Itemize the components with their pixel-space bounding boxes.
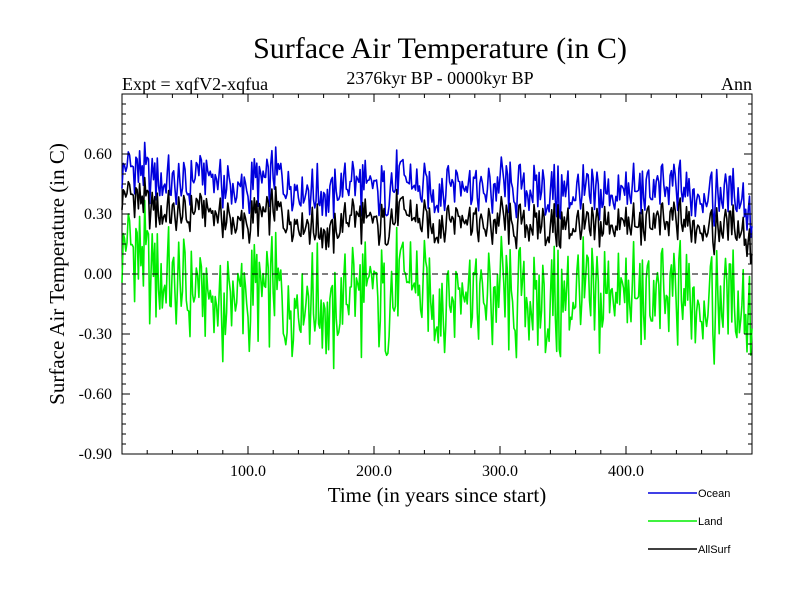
chart-subtitle: 2376kyr BP - 0000kyr BP bbox=[346, 68, 533, 88]
x-tick-label: 200.0 bbox=[356, 463, 392, 480]
experiment-label: Expt = xqfV2-xqfua bbox=[122, 74, 268, 94]
y-tick-label: -0.30 bbox=[79, 326, 112, 343]
chart-title: Surface Air Temperature (in C) bbox=[253, 32, 627, 65]
y-tick-label: -0.60 bbox=[79, 386, 112, 403]
y-tick-label: -0.90 bbox=[79, 446, 112, 463]
season-label: Ann bbox=[721, 74, 752, 94]
x-tick-label: 400.0 bbox=[608, 463, 644, 480]
y-tick-label: 0.30 bbox=[84, 206, 112, 223]
legend: Ocean Land AllSurf bbox=[648, 488, 731, 556]
x-tick-label: 300.0 bbox=[482, 463, 518, 480]
y-axis-ticks: -0.90 -0.60 -0.30 0.00 0.30 0.60 bbox=[79, 103, 752, 463]
legend-label-land: Land bbox=[698, 516, 722, 528]
legend-label-ocean: Ocean bbox=[698, 488, 730, 500]
series-line-allsurf bbox=[121, 176, 753, 264]
series-layer bbox=[121, 141, 753, 370]
legend-label-allsurf: AllSurf bbox=[698, 544, 731, 556]
y-tick-label: 0.00 bbox=[84, 266, 112, 283]
plot-area: 100.0 200.0 300.0 400.0 -0.90 -0.60 -0.30 0.00… bbox=[79, 93, 753, 480]
series-line-land bbox=[121, 199, 753, 370]
y-axis-label: Surface Air Temperature (in C) bbox=[45, 143, 69, 405]
x-tick-label: 100.0 bbox=[230, 463, 266, 480]
x-axis-label: Time (in years since start) bbox=[328, 483, 547, 507]
y-tick-label: 0.60 bbox=[84, 146, 112, 163]
x-axis-ticks: 100.0 200.0 300.0 400.0 bbox=[146, 94, 728, 480]
series-line-ocean bbox=[121, 141, 753, 239]
